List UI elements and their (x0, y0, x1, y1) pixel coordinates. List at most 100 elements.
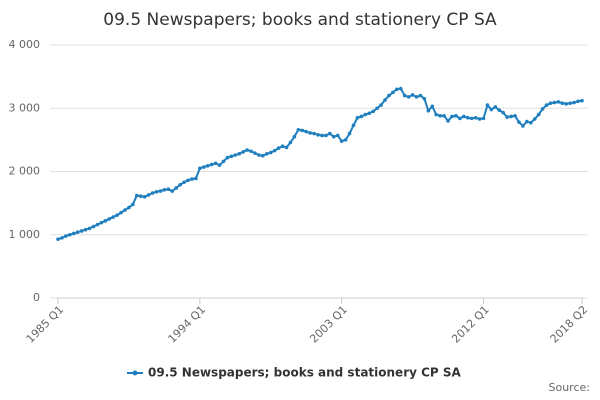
data-point (367, 111, 372, 116)
data-point (221, 159, 226, 164)
data-point (331, 134, 336, 139)
data-point (154, 189, 159, 194)
data-point (521, 124, 525, 128)
data-point (257, 153, 261, 157)
data-point (576, 99, 580, 104)
data-point (99, 220, 104, 225)
data-point (540, 107, 545, 111)
data-point (237, 151, 242, 156)
data-point (300, 128, 305, 133)
legend-marker (132, 370, 138, 376)
data-point (229, 154, 234, 159)
data-point (509, 114, 513, 119)
data-point (387, 93, 391, 98)
data-point (158, 189, 163, 193)
data-point (324, 133, 328, 138)
data-point (552, 100, 557, 105)
data-point (418, 93, 423, 98)
data-point (462, 114, 466, 119)
data-point (107, 217, 112, 221)
data-point (60, 236, 64, 240)
data-point (288, 140, 293, 145)
data-point (123, 208, 127, 212)
x-tick-label: 2003 Q1 (307, 303, 350, 346)
data-point (564, 102, 569, 106)
data-point (580, 98, 584, 103)
data-point (75, 230, 80, 235)
data-point (209, 162, 214, 167)
data-point (450, 114, 454, 119)
data-point (83, 227, 88, 232)
data-point (142, 195, 147, 199)
data-point (391, 90, 395, 95)
data-point (359, 114, 364, 119)
data-point (505, 115, 509, 119)
data-point (442, 114, 446, 118)
data-point (308, 131, 312, 135)
data-point (343, 138, 348, 142)
data-point (166, 187, 171, 192)
data-point (347, 131, 352, 136)
data-point (253, 151, 257, 155)
y-tick-label: 2 000 (9, 165, 41, 178)
x-tick-label: 2012 Q1 (449, 303, 492, 346)
data-point (414, 95, 419, 99)
data-point (363, 112, 368, 117)
data-point (296, 127, 301, 132)
data-point (312, 131, 316, 136)
data-point (497, 108, 502, 112)
data-point (501, 110, 506, 115)
data-point (265, 151, 269, 156)
data-point (572, 100, 576, 105)
data-point (190, 177, 194, 181)
data-point (138, 194, 143, 198)
data-point (355, 115, 360, 120)
data-point (402, 93, 407, 98)
y-tick-label: 1 000 (9, 228, 41, 241)
data-point (465, 115, 470, 120)
data-point (95, 222, 100, 227)
data-point (111, 215, 115, 219)
data-point (477, 117, 482, 121)
data-point (426, 108, 431, 113)
data-point (186, 178, 190, 183)
data-point (170, 189, 175, 193)
data-point (79, 229, 84, 233)
data-point (225, 155, 230, 160)
data-point (568, 101, 572, 105)
data-point (64, 234, 68, 238)
source-label: Source: (549, 381, 591, 394)
data-point (454, 114, 458, 118)
data-point (261, 153, 265, 158)
data-point (422, 96, 427, 101)
data-point (56, 237, 60, 241)
data-point (548, 101, 553, 105)
legend-label: 09.5 Newspapers; books and stationery CP… (148, 366, 462, 380)
data-point (469, 116, 474, 121)
data-point (438, 114, 442, 118)
data-point (316, 133, 320, 137)
data-point (371, 109, 375, 114)
data-point (517, 120, 521, 124)
data-point (556, 100, 561, 104)
data-point (71, 231, 76, 236)
data-point (406, 95, 411, 99)
data-point (430, 104, 435, 109)
data-point (131, 202, 135, 207)
data-point (304, 129, 309, 134)
data-point (87, 226, 92, 231)
data-point (205, 164, 210, 168)
data-point (525, 119, 529, 124)
data-point (245, 148, 249, 152)
data-point (458, 116, 462, 121)
y-tick-label: 3 000 (9, 101, 41, 114)
data-point (481, 116, 486, 121)
data-point (233, 153, 238, 157)
data-point (103, 219, 108, 223)
data-point (162, 188, 167, 192)
data-point (249, 149, 253, 154)
data-point (434, 112, 439, 117)
data-point (198, 166, 202, 171)
data-point (383, 98, 387, 102)
